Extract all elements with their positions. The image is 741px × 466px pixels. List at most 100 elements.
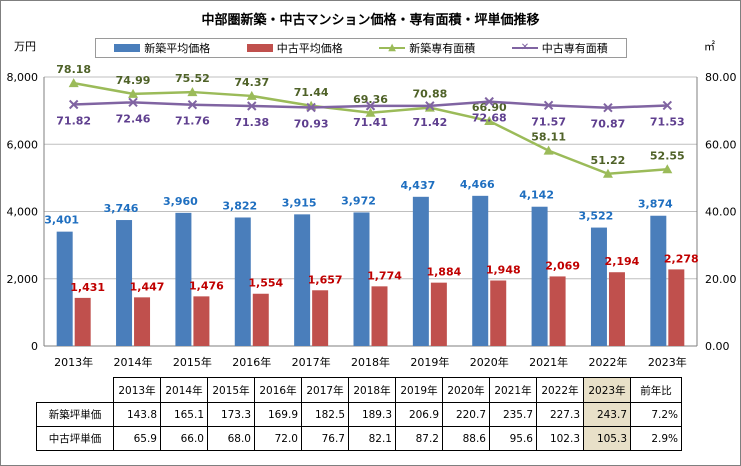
bar-used-price bbox=[193, 296, 210, 346]
line-data-label: 69.36 bbox=[353, 93, 388, 106]
legend-item-new-price: 新築平均価格 bbox=[114, 40, 210, 56]
point-marker-used-area bbox=[128, 97, 138, 108]
bar-used-price bbox=[134, 297, 151, 346]
line-data-label: 71.57 bbox=[531, 115, 566, 128]
table-cell: 169.9 bbox=[254, 402, 302, 427]
bar-used-price bbox=[430, 282, 447, 346]
y-right-tick-label: 20.00 bbox=[705, 273, 737, 286]
table-yoy-cell: 7.2% bbox=[630, 402, 682, 427]
table-cell-highlight: 243.7 bbox=[583, 402, 631, 427]
table-cell: 173.3 bbox=[207, 402, 255, 427]
y-left-tick-label: 0 bbox=[31, 340, 38, 353]
table-cell: 189.3 bbox=[348, 402, 396, 427]
point-marker-used-area bbox=[187, 99, 198, 110]
bar-data-label: 3,915 bbox=[282, 196, 317, 209]
chart-title: 中部圏新築・中古マンション価格・専有面積・坪単価推移 bbox=[201, 13, 540, 28]
x-tick-label: 2016年 bbox=[232, 355, 271, 369]
left-axis-unit: 万円 bbox=[14, 40, 36, 53]
bar-data-label: 3,522 bbox=[579, 210, 614, 223]
table-header-row: 2013年 2014年 2015年 2016年 2017年 2018年 2019… bbox=[36, 377, 682, 403]
bar-new-price bbox=[650, 215, 667, 346]
table-year: 2020年 bbox=[442, 377, 490, 403]
point-marker-used-area bbox=[247, 101, 257, 111]
bar-used-price bbox=[668, 269, 685, 346]
line-data-label: 71.53 bbox=[650, 115, 685, 128]
line-data-label: 58.11 bbox=[531, 131, 566, 144]
legend-label-used-price: 中古平均価格 bbox=[276, 42, 343, 55]
point-marker-new-area bbox=[662, 164, 673, 174]
y-left-tick-label: 4,000 bbox=[7, 206, 39, 219]
table-cell: 65.9 bbox=[113, 426, 161, 451]
point-marker-used-area bbox=[662, 100, 673, 111]
bar-data-label: 1,774 bbox=[367, 269, 402, 282]
table-row-label: 新築坪単価 bbox=[36, 402, 114, 427]
x-tick-label: 2021年 bbox=[529, 355, 568, 369]
y-right-tick-label: 60.00 bbox=[705, 138, 737, 151]
bar-used-price bbox=[490, 280, 507, 346]
table-year: 2017年 bbox=[301, 377, 349, 403]
line-data-label: 70.88 bbox=[412, 88, 447, 101]
bar-data-label: 1,431 bbox=[70, 281, 105, 294]
legend-swatch-new-price bbox=[114, 44, 141, 52]
bar-new-price bbox=[116, 220, 133, 346]
legend: 新築平均価格 中古平均価格 ▲ 新築専有面積 ✕ 中古専有面積 bbox=[95, 38, 627, 58]
bar-used-price bbox=[74, 297, 91, 346]
line-data-label: 51.22 bbox=[591, 154, 626, 167]
bar-new-price bbox=[175, 212, 192, 346]
point-marker-new-area bbox=[128, 88, 139, 98]
table-cell: 227.3 bbox=[536, 402, 584, 427]
table-year: 2021年 bbox=[489, 377, 537, 403]
point-marker-new-area bbox=[246, 90, 257, 100]
bar-data-label: 3,972 bbox=[341, 194, 376, 207]
table-year: 2015年 bbox=[207, 377, 255, 403]
table-cell: 87.2 bbox=[395, 426, 443, 451]
table-cell: 66.0 bbox=[160, 426, 208, 451]
table-row-label: 中古坪単価 bbox=[36, 426, 114, 451]
x-tick-label: 2022年 bbox=[588, 355, 627, 369]
x-tick-label: 2023年 bbox=[648, 355, 687, 369]
y-left-tick-label: 2,000 bbox=[7, 273, 39, 286]
bar-data-label: 3,822 bbox=[222, 199, 257, 212]
table-year: 2014年 bbox=[160, 377, 208, 403]
legend-label-used-area: 中古専有面積 bbox=[541, 42, 608, 55]
table-cell: 165.1 bbox=[160, 402, 208, 427]
point-marker-new-area bbox=[187, 87, 198, 97]
bar-new-price bbox=[353, 212, 370, 346]
bar-data-label: 3,746 bbox=[104, 202, 139, 215]
table-cell: 95.6 bbox=[489, 426, 537, 451]
y-left-tick-label: 8,000 bbox=[7, 71, 39, 84]
legend-item-used-area: ✕ 中古専有面積 bbox=[511, 40, 608, 56]
tsubo-price-table: 2013年 2014年 2015年 2016年 2017年 2018年 2019… bbox=[36, 377, 682, 451]
line-data-label: 70.87 bbox=[591, 118, 626, 131]
point-marker-used-area bbox=[603, 102, 613, 113]
line-data-label: 78.18 bbox=[56, 63, 91, 76]
line-data-label: 72.46 bbox=[116, 112, 151, 125]
x-tick-label: 2013年 bbox=[54, 355, 93, 369]
bar-used-price bbox=[312, 290, 329, 346]
point-marker-used-area bbox=[543, 100, 554, 111]
legend-label-new-area: 新築専有面積 bbox=[409, 42, 476, 55]
legend-swatch-new-area: ▲ bbox=[379, 43, 406, 53]
x-tick-label: 2019年 bbox=[410, 355, 449, 369]
point-marker-new-area bbox=[365, 107, 376, 117]
table-year: 2019年 bbox=[395, 377, 443, 403]
table-cell: 68.0 bbox=[207, 426, 255, 451]
bar-used-price bbox=[371, 286, 388, 346]
bar-data-label: 4,142 bbox=[519, 189, 554, 202]
table-cell: 88.6 bbox=[442, 426, 490, 451]
line-data-label: 71.42 bbox=[412, 116, 447, 129]
table-row: 中古坪単価 65.9 66.0 68.0 72.0 76.7 82.1 87.2… bbox=[36, 426, 682, 451]
point-marker-used-area bbox=[68, 99, 79, 110]
line-data-label: 74.99 bbox=[116, 74, 151, 87]
point-marker-used-area bbox=[425, 101, 435, 111]
legend-swatch-used-price bbox=[246, 44, 273, 52]
table-year: 2022年 bbox=[536, 377, 584, 403]
bar-data-label: 1,884 bbox=[426, 266, 461, 279]
bar-data-label: 1,948 bbox=[486, 263, 521, 276]
line-data-label: 66.90 bbox=[472, 101, 507, 114]
bar-data-label: 1,657 bbox=[308, 273, 343, 286]
table-cell: 235.7 bbox=[489, 402, 537, 427]
bar-new-price bbox=[412, 196, 429, 346]
bar-new-price bbox=[531, 206, 548, 346]
bar-data-label: 4,437 bbox=[400, 179, 435, 192]
